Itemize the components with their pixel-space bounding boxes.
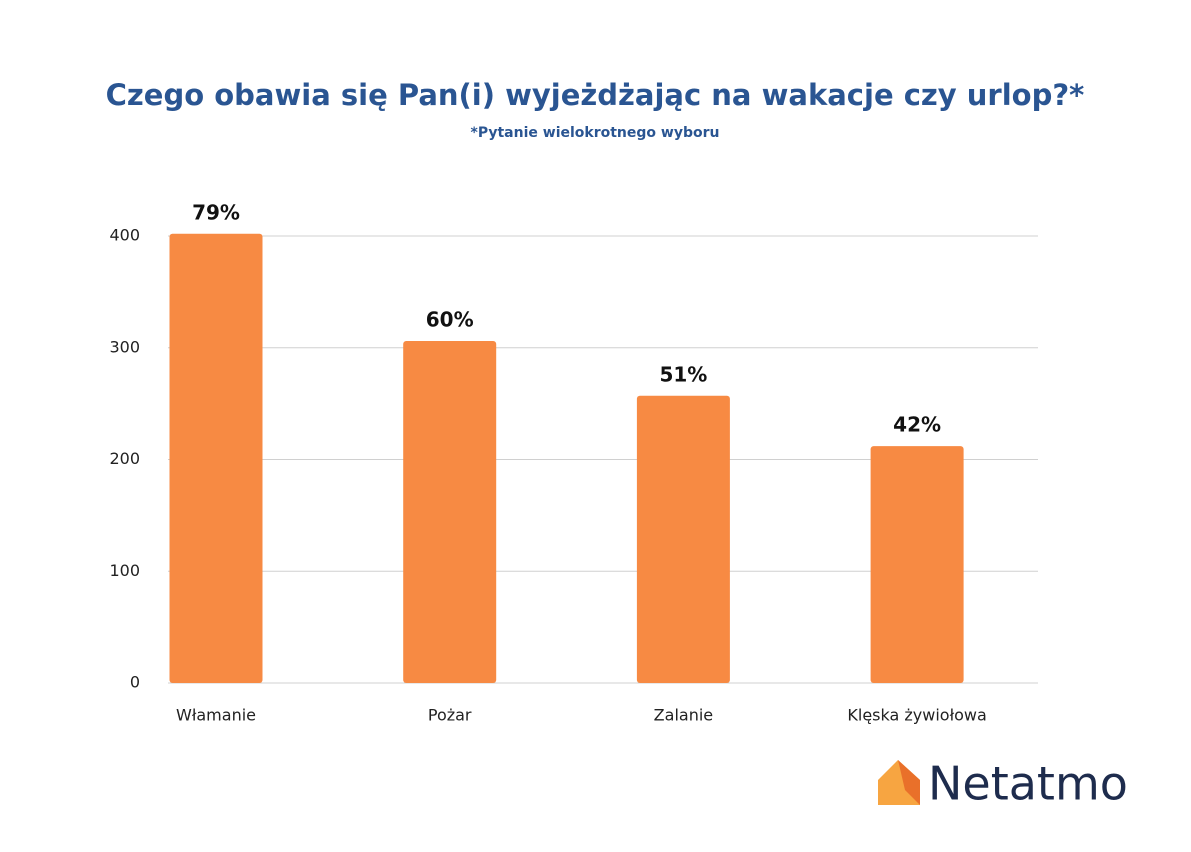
chart-title: Czego obawia się Pan(i) wyjeżdżając na w… [106, 78, 1085, 112]
bar [403, 341, 497, 683]
y-tick-label: 400 [109, 226, 140, 245]
y-tick-label: 100 [109, 561, 140, 580]
bar [870, 446, 964, 683]
bar-annotation: 42% [893, 413, 941, 437]
logo-text: Netatmo [928, 757, 1128, 811]
bar-annotation: 60% [426, 308, 474, 332]
bar [169, 233, 263, 683]
x-tick-label: Klęska żywiołowa [847, 706, 986, 725]
y-tick-label: 0 [130, 673, 140, 692]
logo-icon-shade [898, 760, 920, 805]
x-tick-label: Włamanie [176, 706, 256, 725]
bar-annotation: 51% [659, 362, 707, 386]
chart-subtitle: *Pytanie wielokrotnego wyboru [471, 125, 720, 141]
logo: Netatmo [878, 757, 1128, 811]
y-tick-label: 200 [109, 449, 140, 468]
x-tick-label: Zalanie [654, 706, 713, 725]
x-tick-label: Pożar [428, 706, 472, 725]
bar-annotation: 79% [192, 200, 240, 224]
y-tick-label: 300 [109, 337, 140, 356]
bar [636, 395, 730, 683]
